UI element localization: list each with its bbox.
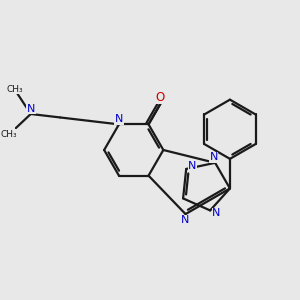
Text: O: O (155, 91, 165, 104)
Text: N: N (115, 114, 123, 124)
Text: CH₃: CH₃ (1, 130, 17, 139)
Text: N: N (188, 161, 196, 171)
Text: N: N (209, 152, 218, 162)
Text: N: N (212, 208, 220, 218)
Text: CH₃: CH₃ (6, 85, 23, 94)
Text: N: N (27, 104, 35, 114)
Text: N: N (182, 215, 190, 225)
